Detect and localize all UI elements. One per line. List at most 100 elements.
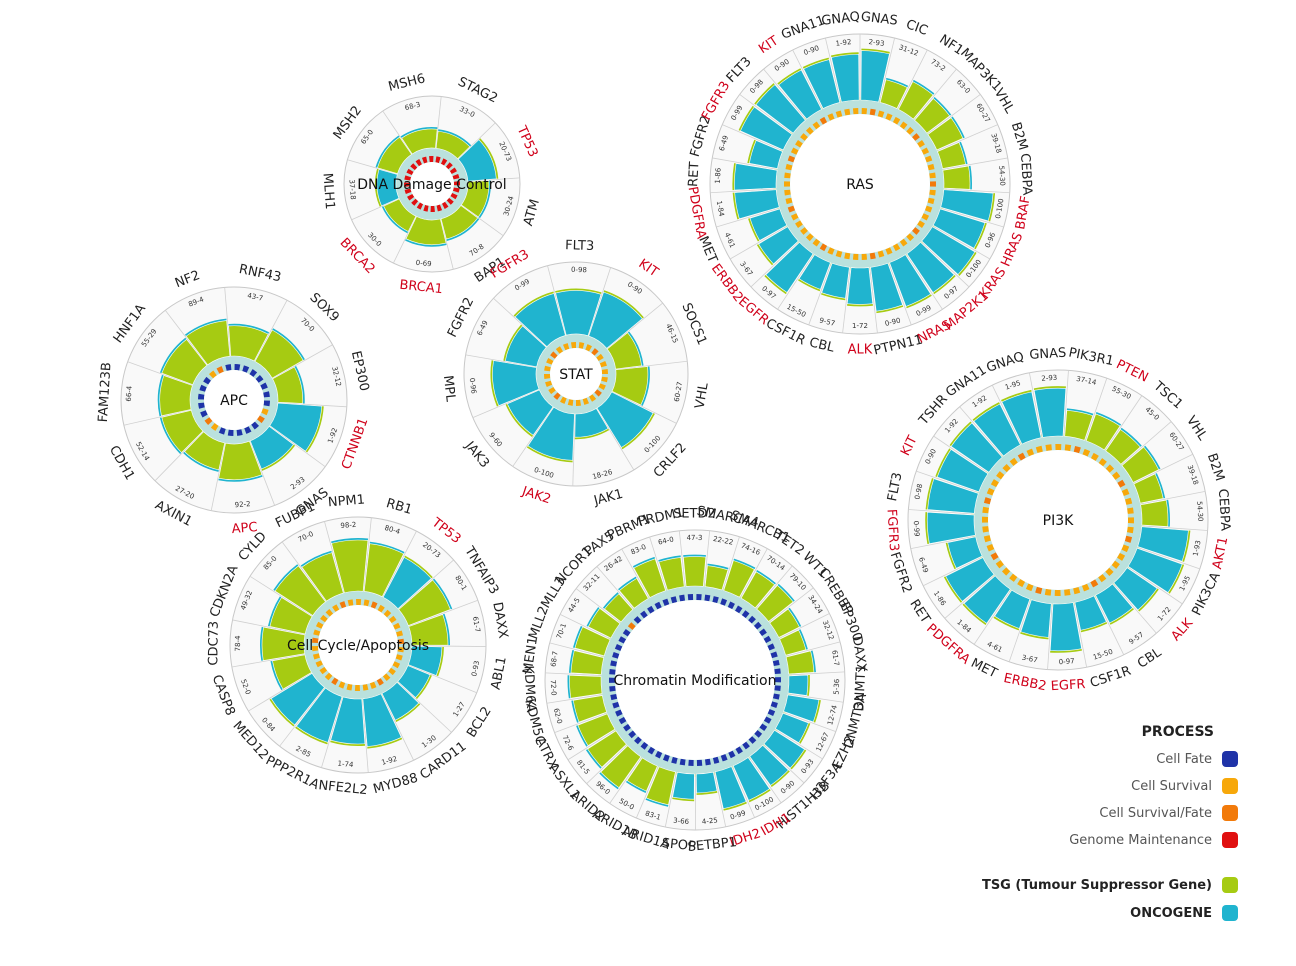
bar-daxx[interactable] (785, 650, 815, 675)
bar-cdc73[interactable] (261, 626, 306, 661)
bar-ctnnb1[interactable] (269, 402, 323, 452)
bar-braf[interactable] (940, 189, 994, 222)
bar-mll2[interactable] (574, 626, 611, 657)
bar-pdgfra[interactable] (963, 575, 1011, 624)
bar-myd88[interactable] (362, 693, 402, 747)
bar-egfr[interactable] (765, 241, 814, 293)
bar-fgfr2[interactable] (947, 536, 983, 569)
bar-card11[interactable] (381, 681, 420, 721)
bar-spop[interactable] (672, 771, 695, 800)
bar-daxx[interactable] (408, 614, 449, 646)
bar-gnas[interactable] (1033, 387, 1067, 438)
bar-alk[interactable] (1113, 567, 1158, 611)
bar-cbl[interactable] (821, 262, 850, 299)
bar-vhl[interactable] (611, 366, 649, 406)
bar-kit[interactable] (778, 69, 822, 120)
bar-arid1a[interactable] (645, 766, 676, 806)
bar-smarca4[interactable] (704, 565, 729, 591)
bar-tet2[interactable] (740, 571, 776, 609)
bar-map3k1[interactable] (914, 98, 951, 134)
bar-atrx[interactable] (577, 713, 616, 747)
bar-nf2[interactable] (185, 320, 231, 366)
bar-akt1[interactable] (1137, 526, 1189, 562)
bar-brca1[interactable] (405, 216, 447, 245)
bar-ep300[interactable] (779, 629, 807, 656)
bar-kdm6a[interactable] (569, 675, 603, 699)
bar-tnfaip3[interactable] (398, 579, 451, 626)
bar-ep300[interactable] (272, 366, 303, 404)
bar-ncor1[interactable] (604, 593, 634, 623)
bar-b2m[interactable] (1133, 473, 1164, 504)
bar-kras[interactable] (921, 226, 976, 275)
bar-met[interactable] (994, 589, 1031, 629)
bar-pten[interactable] (1085, 413, 1121, 451)
bar-brca2[interactable] (383, 198, 417, 232)
bar-med12[interactable] (270, 672, 325, 726)
bar-gna11[interactable] (803, 59, 841, 109)
bar-pik3r1[interactable] (1064, 410, 1094, 441)
bar-cyld[interactable] (274, 565, 326, 616)
bar-nras[interactable] (889, 254, 932, 307)
bar-jak1[interactable] (574, 408, 609, 438)
bar-msh6[interactable] (401, 128, 438, 155)
bar-flt3[interactable] (555, 290, 602, 337)
bar-mpl[interactable] (492, 360, 540, 407)
bar-pdgfra[interactable] (734, 189, 780, 220)
bar-nfe2l2[interactable] (330, 696, 366, 745)
bar-prdm1[interactable] (658, 557, 685, 591)
bar-sox9[interactable] (254, 329, 304, 379)
bar-fgfr3[interactable] (514, 293, 566, 348)
bar-ret[interactable] (945, 557, 995, 602)
bar-gnaq[interactable] (831, 53, 860, 103)
bar-cdkn2a[interactable] (269, 597, 313, 635)
bar-tp53[interactable] (457, 139, 497, 182)
bar-ezh2[interactable] (775, 712, 809, 744)
bar-hnf1a[interactable] (161, 338, 208, 386)
bar-cebpa[interactable] (1140, 499, 1169, 527)
bar-setd2[interactable] (683, 556, 707, 587)
bar-dnmt1[interactable] (787, 674, 809, 696)
bar-men1[interactable] (570, 650, 605, 675)
bar-cebpa[interactable] (942, 165, 971, 190)
bar-fgfr3[interactable] (740, 106, 793, 151)
bar-pax5[interactable] (618, 578, 649, 609)
bar-ptpn11[interactable] (870, 262, 903, 312)
bar-flt3[interactable] (755, 84, 806, 134)
bar-casp8[interactable] (272, 654, 312, 690)
bar-atm[interactable] (460, 180, 490, 218)
bar-erbb2[interactable] (758, 226, 799, 265)
bar-hist1h3b[interactable] (749, 744, 789, 786)
bar-bap1[interactable] (440, 205, 479, 240)
bar-pik3ca[interactable] (1127, 547, 1183, 593)
bar-flt3[interactable] (927, 478, 979, 514)
bar-kdm5c[interactable] (572, 695, 608, 723)
bar-setbp1[interactable] (695, 771, 718, 794)
bar-kit[interactable] (588, 291, 643, 349)
bar-cbl[interactable] (1095, 583, 1134, 624)
bar-arid1b[interactable] (626, 757, 658, 792)
bar-cdh1[interactable] (161, 409, 204, 453)
bar-fam123b[interactable] (159, 375, 193, 417)
bar-jak3[interactable] (507, 389, 554, 436)
bar-erbb2[interactable] (1020, 599, 1052, 638)
bar-stag2[interactable] (435, 130, 471, 160)
bar-tsc1[interactable] (1105, 429, 1141, 465)
bar-fgfr2[interactable] (748, 140, 783, 169)
bar-rnf43[interactable] (228, 325, 269, 362)
bar-pbrm1[interactable] (633, 558, 666, 598)
bar-ret[interactable] (734, 163, 778, 191)
bar-vhl[interactable] (927, 117, 964, 151)
bar-apc[interactable] (218, 440, 263, 481)
bar-cic[interactable] (879, 79, 908, 109)
bar-alk[interactable] (846, 267, 874, 305)
bar-axin1[interactable] (184, 431, 226, 471)
bar-fubp1[interactable] (301, 552, 344, 602)
bar-fgfr3[interactable] (926, 511, 976, 544)
bar-map2k1[interactable] (906, 241, 955, 293)
bar-wt1[interactable] (756, 584, 794, 622)
bar-crlf2[interactable] (596, 391, 654, 448)
bar-jak2[interactable] (527, 406, 575, 461)
bar-ppp2r1a[interactable] (295, 687, 343, 743)
bar-mlh1[interactable] (376, 169, 400, 207)
bar-hras[interactable] (932, 208, 986, 249)
